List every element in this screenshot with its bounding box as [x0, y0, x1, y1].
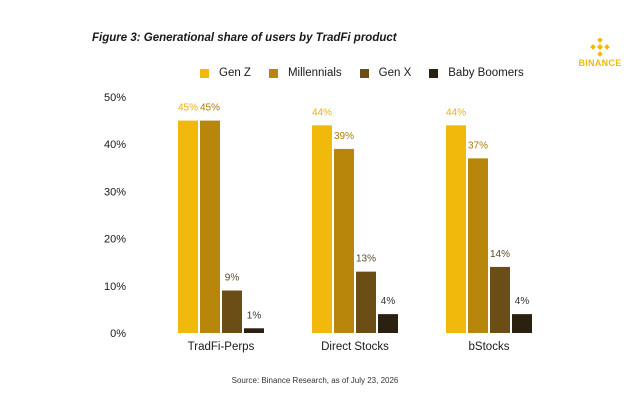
data-label: 13%: [356, 254, 376, 265]
data-label: 44%: [312, 107, 332, 118]
data-label: 4%: [381, 296, 396, 307]
bar: [356, 271, 376, 333]
data-label: 39%: [334, 131, 354, 142]
bar: [378, 314, 398, 333]
legend-label: Baby Boomers: [448, 67, 524, 79]
chart-legend: Gen Z Millennials Gen X Baby Boomers: [200, 67, 542, 79]
legend-label: Millennials: [287, 67, 342, 79]
legend-label: Gen Z: [219, 67, 251, 79]
legend-swatch: [429, 68, 439, 78]
bar: [512, 314, 532, 333]
data-label: 14%: [490, 249, 510, 260]
legend-swatch: [359, 68, 369, 78]
bar: [312, 125, 332, 333]
legend-item-gen-z: Gen Z: [200, 67, 251, 79]
legend-item-baby-boomers: Baby Boomers: [429, 67, 524, 79]
bar: [490, 266, 510, 333]
legend-swatch: [200, 68, 209, 78]
data-label: 45%: [178, 103, 198, 114]
data-label: 4%: [515, 296, 530, 307]
data-label: 37%: [468, 140, 488, 151]
x-category-label: Direct Stocks: [321, 341, 389, 353]
legend-item-millennials: Millennials: [268, 67, 342, 79]
y-tick-label: 10%: [104, 281, 126, 293]
data-label: 9%: [225, 273, 240, 284]
bar: [244, 328, 264, 333]
bar: [178, 120, 198, 333]
data-label: 44%: [446, 107, 466, 118]
legend-item-gen-x: Gen X: [359, 67, 412, 79]
binance-diamond-icon: [590, 38, 610, 57]
legend-swatch: [268, 68, 278, 78]
legend-label: Gen X: [378, 67, 412, 79]
logo-text: BINANCE: [578, 58, 622, 68]
bar: [334, 148, 354, 333]
bar: [200, 120, 220, 333]
source-note: Source: Binance Research, as of July 23,…: [231, 376, 399, 385]
bar: [468, 158, 488, 333]
y-tick-label: 50%: [104, 92, 126, 104]
y-tick-label: 0%: [110, 328, 126, 340]
chart-title: Figure 3: Generational share of users by…: [92, 32, 397, 44]
y-tick-label: 40%: [104, 139, 126, 151]
x-category-label: TradFi-Perps: [188, 341, 255, 353]
bar: [446, 125, 466, 333]
data-label: 1%: [247, 310, 262, 321]
bar: [222, 290, 242, 333]
y-tick-label: 30%: [104, 186, 126, 198]
y-tick-label: 20%: [104, 234, 126, 246]
data-label: 45%: [200, 103, 220, 114]
x-category-label: bStocks: [469, 341, 510, 353]
